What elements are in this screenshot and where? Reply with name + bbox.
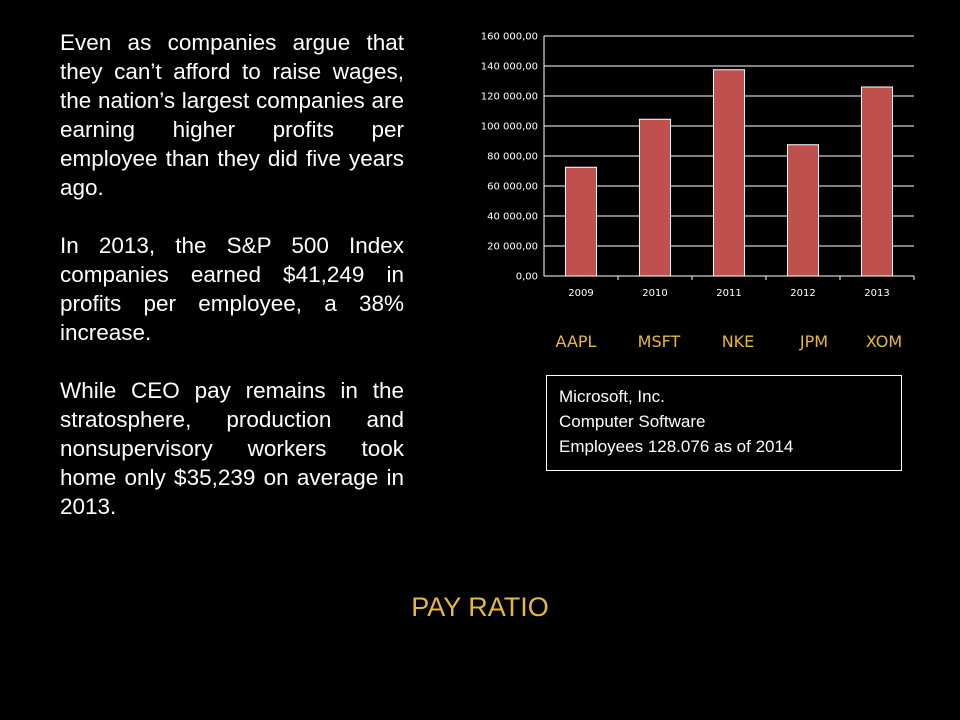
y-tick-label: 0,00 [516,272,538,283]
pay-ratio-title: PAY RATIO [411,592,549,622]
x-tick-label: 2009 [568,288,593,299]
paragraph-1: Even as companies argue that they can’t … [60,30,404,200]
y-tick-label: 140 000,00 [481,62,538,73]
x-tick-label: 2013 [864,288,889,299]
y-tick-label: 20 000,00 [487,242,538,253]
ticker-jpm: JPM [799,332,829,351]
x-tick-label: 2011 [716,288,741,299]
chart-svg: 0,00 20 000,00 40 000,00 60 000,00 80 000,00… [481,32,915,299]
company-industry: Computer Software [559,412,706,431]
x-tick-label: 2012 [790,288,815,299]
y-tick-label: 80 000,00 [487,152,538,163]
y-tick-label: 60 000,00 [487,182,538,193]
x-tick-label: 2010 [642,288,667,299]
bar [638,118,672,277]
paragraph-2: In 2013, the S&P 500 Index companies ear… [60,233,404,345]
y-tick-label: 40 000,00 [487,212,538,223]
ticker-xom: XOM [865,332,903,351]
ticker-aapl: AAPL [555,332,597,351]
y-tick-label: 160 000,00 [481,32,538,43]
ticker-nke: NKE [721,332,755,351]
company-info-box: Microsoft, Inc. Computer Software Employ… [546,375,902,471]
y-tick-label: 100 000,00 [481,122,538,133]
ticker-msft: MSFT [637,332,681,351]
ticker-row: AAPL MSFT NKE JPM XOM [540,332,920,356]
profit-chart: 0,00 20 000,00 40 000,00 60 000,00 80 000,00… [440,18,940,318]
body-text: Even as companies argue that they can’t … [60,28,404,550]
bar [564,166,598,277]
bar [712,69,746,277]
company-name: Microsoft, Inc. [559,387,665,406]
company-employees: Employees 128.076 as of 2014 [559,437,794,456]
bar [860,86,894,277]
bar [786,144,820,277]
y-tick-label: 120 000,00 [481,92,538,103]
paragraph-3: While CEO pay remains in the stratospher… [60,378,404,519]
